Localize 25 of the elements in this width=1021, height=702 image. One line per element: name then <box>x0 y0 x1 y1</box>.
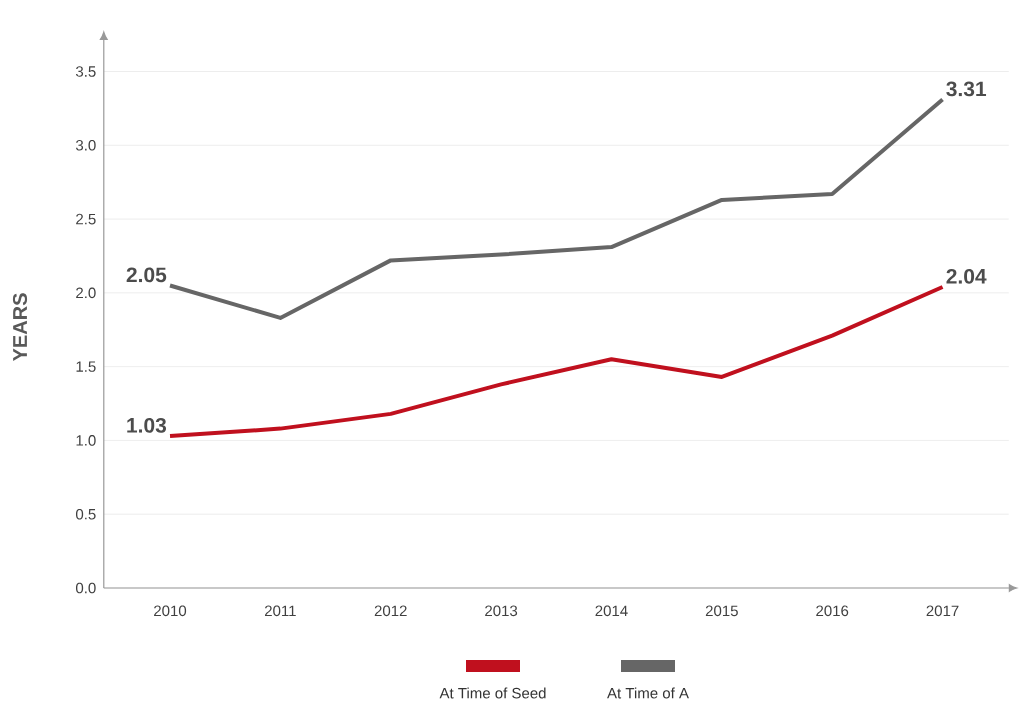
x-tick-label: 2016 <box>816 605 849 617</box>
y-tick-label: 3.5 <box>75 66 96 77</box>
x-tick-label: 2011 <box>265 605 296 617</box>
x-tick-label: 2012 <box>374 605 407 617</box>
y-tick-label: 2.5 <box>76 213 96 225</box>
y-tick-label: 0.5 <box>75 508 96 520</box>
x-tick-label: 2015 <box>705 605 738 617</box>
data-label: 3.31 <box>946 81 987 97</box>
x-tick-label: 2014 <box>595 605 628 617</box>
y-tick-label: 3.0 <box>75 139 96 151</box>
y-tick-label: 0.0 <box>75 582 96 594</box>
legend-label: At Time of Seed <box>439 687 546 699</box>
y-tick-label: 1.5 <box>76 361 96 372</box>
x-tick-label: 2013 <box>485 605 518 617</box>
x-tick-label: 2010 <box>154 605 187 617</box>
y-tick-label: 1.0 <box>76 435 96 446</box>
line-series <box>168 284 945 438</box>
data-label: 2.04 <box>946 268 987 284</box>
data-label: 2.05 <box>126 267 167 283</box>
legend-label: At Time of A <box>607 687 689 699</box>
y-tick-label: 2.0 <box>76 287 96 299</box>
x-tick-label: 2017 <box>926 605 959 617</box>
data-label: 1.03 <box>127 417 167 433</box>
y-axis-title: YEARS <box>12 293 28 362</box>
line-series <box>168 97 945 320</box>
